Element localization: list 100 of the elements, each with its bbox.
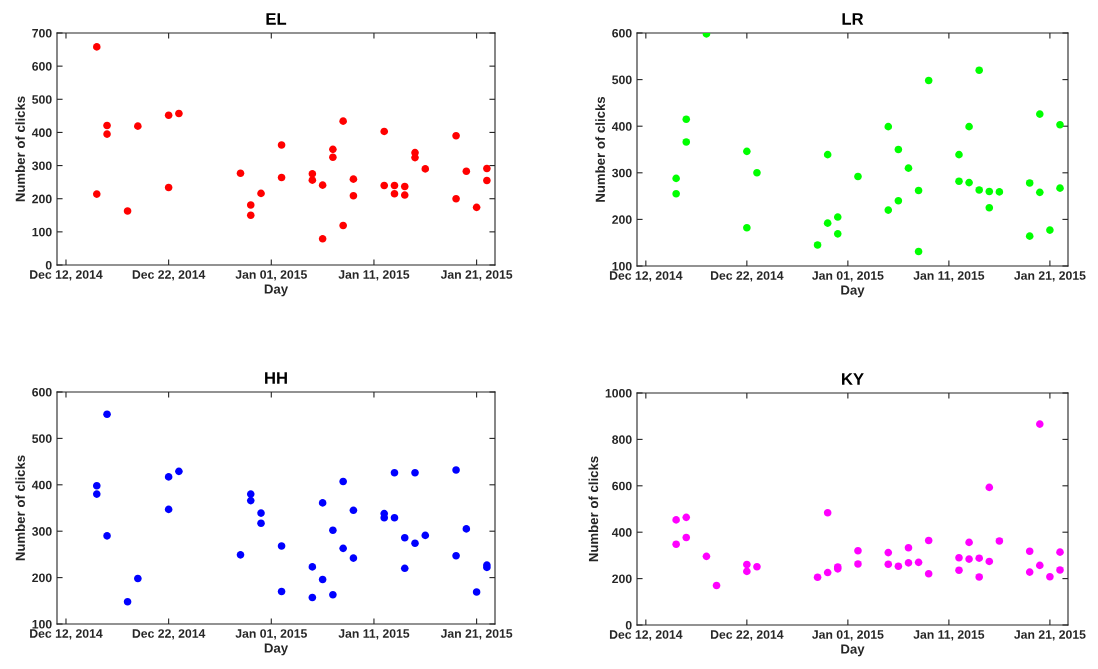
x-tick-label: Jan 21, 2015 bbox=[440, 629, 513, 640]
point bbox=[92, 481, 101, 490]
point bbox=[134, 122, 142, 130]
chart-title: LR bbox=[842, 13, 864, 25]
y-tick-label: 400 bbox=[31, 128, 52, 137]
point bbox=[329, 590, 337, 599]
point bbox=[349, 506, 358, 515]
point bbox=[884, 122, 893, 131]
point bbox=[452, 551, 460, 560]
x-tick-label: Jan 11, 2015 bbox=[338, 629, 410, 640]
point bbox=[823, 150, 832, 159]
point bbox=[1056, 566, 1064, 574]
point bbox=[308, 593, 317, 602]
point bbox=[682, 138, 691, 146]
point bbox=[390, 468, 399, 477]
point bbox=[1025, 568, 1034, 576]
x-axis-title: Day bbox=[264, 284, 289, 297]
point bbox=[884, 206, 893, 214]
point bbox=[1056, 184, 1064, 192]
point bbox=[483, 164, 491, 173]
point bbox=[257, 519, 265, 528]
point bbox=[318, 181, 327, 189]
point bbox=[854, 560, 862, 568]
y-tick-label: 200 bbox=[32, 194, 52, 204]
point bbox=[682, 533, 691, 542]
point bbox=[411, 539, 419, 548]
y-tick-label: 100 bbox=[612, 261, 632, 271]
x-tick-label: Jan 01, 2015 bbox=[812, 630, 884, 641]
x-tick-label: Jan 21, 2015 bbox=[1014, 271, 1086, 282]
point bbox=[884, 560, 893, 569]
y-tick-label: 400 bbox=[611, 122, 632, 131]
point bbox=[753, 169, 761, 177]
point bbox=[672, 189, 680, 198]
chart-title: EL bbox=[266, 13, 287, 25]
chart-title: HH bbox=[265, 372, 287, 384]
point bbox=[965, 538, 973, 547]
point bbox=[277, 542, 286, 550]
point bbox=[103, 410, 111, 419]
point bbox=[1056, 121, 1064, 129]
point bbox=[462, 167, 471, 176]
point bbox=[246, 496, 255, 505]
point bbox=[904, 164, 913, 172]
y-tick-label: 700 bbox=[32, 28, 52, 38]
point bbox=[1036, 561, 1044, 570]
point bbox=[924, 569, 933, 578]
point bbox=[277, 173, 286, 182]
point bbox=[318, 575, 327, 584]
point bbox=[1025, 179, 1034, 187]
y-tick-label: 0 bbox=[45, 260, 52, 270]
chart-title: KY bbox=[842, 373, 864, 385]
point bbox=[308, 176, 317, 184]
point bbox=[318, 235, 327, 243]
point bbox=[339, 544, 347, 553]
point bbox=[914, 186, 923, 195]
x-tick-label: Dec 22, 2014 bbox=[132, 629, 206, 640]
point bbox=[175, 109, 183, 118]
y-tick-label: 100 bbox=[32, 619, 52, 629]
x-tick-label: Jan 11, 2015 bbox=[913, 630, 985, 641]
y-axis-title: Number of clicks bbox=[595, 96, 605, 202]
point bbox=[452, 131, 460, 140]
point bbox=[753, 562, 761, 571]
y-axis-title: Number of clicks bbox=[588, 456, 599, 562]
point bbox=[175, 467, 183, 476]
point bbox=[975, 573, 983, 581]
point bbox=[1025, 547, 1034, 556]
x-tick-label: Jan 11, 2015 bbox=[338, 270, 410, 281]
point bbox=[246, 211, 255, 220]
point bbox=[246, 490, 255, 498]
point bbox=[682, 115, 691, 124]
y-tick-label: 1000 bbox=[605, 388, 632, 398]
y-axis-title: Number of clicks bbox=[15, 96, 25, 202]
point bbox=[743, 147, 751, 156]
point bbox=[985, 557, 994, 566]
point bbox=[349, 191, 358, 200]
point bbox=[380, 181, 389, 190]
point bbox=[955, 553, 963, 562]
y-tick-label: 600 bbox=[612, 28, 632, 38]
point bbox=[965, 122, 973, 131]
x-tick-label: Dec 12, 2014 bbox=[30, 270, 103, 281]
point bbox=[985, 203, 994, 212]
point bbox=[400, 533, 409, 542]
x-tick-label: Dec 12, 2014 bbox=[609, 271, 683, 282]
point bbox=[380, 127, 389, 136]
point bbox=[985, 483, 994, 492]
x-axis-title: Day bbox=[841, 644, 865, 657]
x-tick-label: Jan 01, 2015 bbox=[235, 629, 307, 640]
point bbox=[164, 505, 173, 514]
point bbox=[246, 201, 255, 209]
point bbox=[743, 223, 751, 232]
point bbox=[452, 194, 460, 203]
y-tick-label: 100 bbox=[32, 227, 52, 237]
y-tick-label: 500 bbox=[32, 434, 52, 443]
point bbox=[672, 174, 680, 183]
point bbox=[308, 170, 317, 178]
y-tick-label: 0 bbox=[625, 620, 632, 630]
point bbox=[339, 477, 347, 486]
point bbox=[702, 552, 711, 561]
point bbox=[1036, 110, 1044, 118]
point bbox=[924, 536, 933, 545]
point bbox=[743, 560, 751, 569]
